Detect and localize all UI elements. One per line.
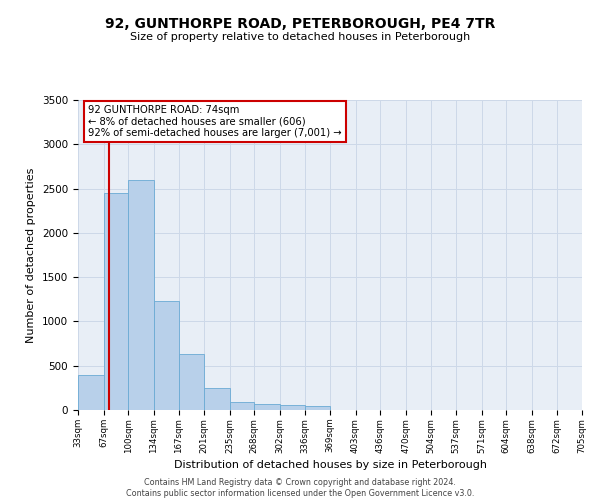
Bar [305, 406, 330, 410]
Text: Distribution of detached houses by size in Peterborough: Distribution of detached houses by size … [173, 460, 487, 469]
Bar [204, 388, 229, 410]
Bar [154, 301, 179, 410]
Y-axis label: Number of detached properties: Number of detached properties [26, 168, 37, 342]
Text: 92 GUNTHORPE ROAD: 74sqm
← 8% of detached houses are smaller (606)
92% of semi-d: 92 GUNTHORPE ROAD: 74sqm ← 8% of detache… [88, 104, 342, 138]
Bar [254, 404, 280, 410]
Text: Contains HM Land Registry data © Crown copyright and database right 2024.
Contai: Contains HM Land Registry data © Crown c… [126, 478, 474, 498]
Bar [104, 193, 128, 410]
Bar [280, 405, 305, 410]
Text: Size of property relative to detached houses in Peterborough: Size of property relative to detached ho… [130, 32, 470, 42]
Bar [128, 180, 154, 410]
Text: 92, GUNTHORPE ROAD, PETERBOROUGH, PE4 7TR: 92, GUNTHORPE ROAD, PETERBOROUGH, PE4 7T… [105, 18, 495, 32]
Bar [78, 376, 104, 410]
Bar [179, 354, 204, 410]
Bar [229, 402, 254, 410]
